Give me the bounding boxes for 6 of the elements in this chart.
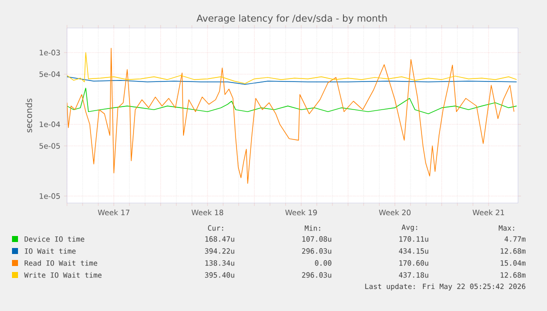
line-series <box>67 76 518 85</box>
line-series <box>67 52 518 84</box>
y-axis-title: seconds <box>26 98 32 132</box>
line-series <box>67 48 514 184</box>
chart-title: Average latency for /dev/sda - by month <box>196 14 387 24</box>
line-series <box>67 88 518 114</box>
